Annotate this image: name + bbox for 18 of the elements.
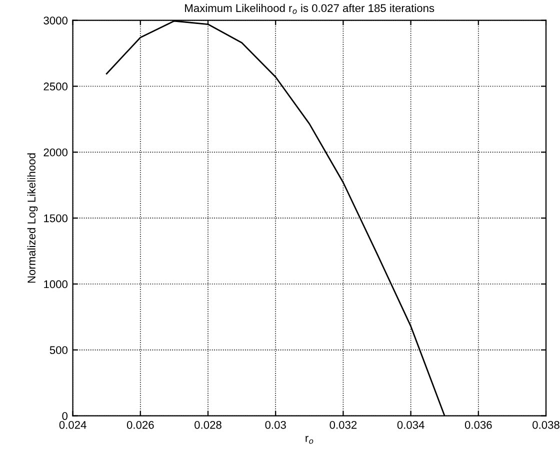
y-tick-label: 2500 [44, 82, 68, 90]
x-tick-label: 0.024 [59, 420, 86, 429]
x-tick-label: 0.03 [265, 420, 286, 429]
x-tick-label: 0.028 [194, 420, 222, 429]
chart-title: Maximum Likelihood r$_{o}$ is 0.027 after 185 iterations [185, 4, 434, 14]
x-axis-title: r$_{o}$ [306, 436, 314, 444]
x-tick-label: 0.026 [126, 420, 154, 429]
x-tick-label: 0.038 [532, 420, 560, 429]
y-axis-title: Normalized Log Likelihood [27, 153, 38, 283]
y-tick-label: 3000 [44, 16, 68, 24]
y-tick-label: 0 [62, 412, 68, 420]
y-tick-label: 1000 [44, 280, 68, 288]
y-tick-label: 2000 [44, 148, 68, 156]
y-tick-label: 500 [50, 346, 68, 354]
y-tick-label: 1500 [44, 214, 68, 222]
x-tick-label: 0.036 [464, 420, 492, 429]
x-tick-label: 0.034 [397, 420, 424, 429]
x-tick-label: 0.032 [330, 420, 357, 429]
